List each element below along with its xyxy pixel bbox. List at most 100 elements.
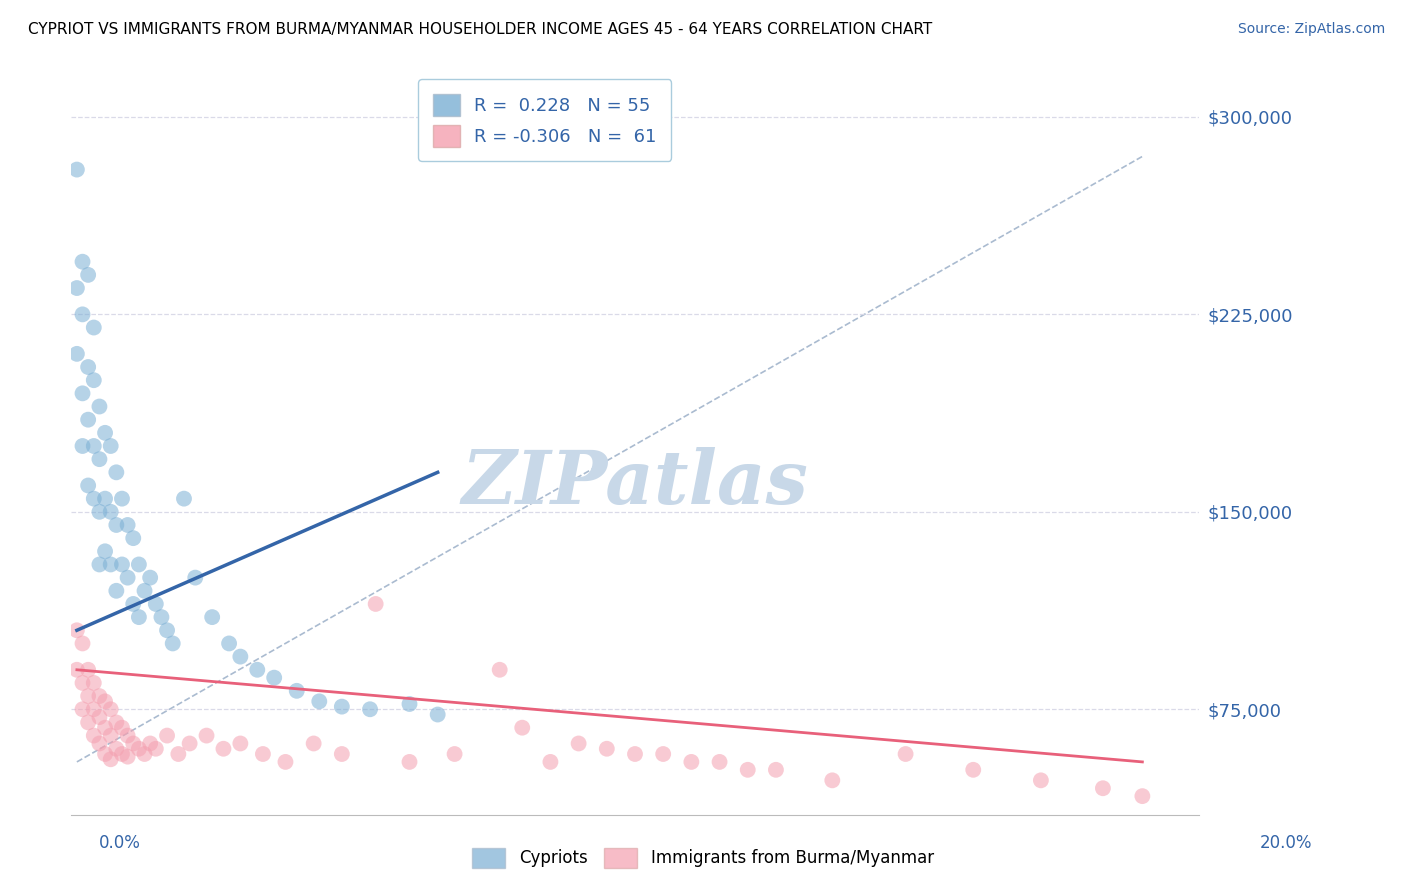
Point xyxy=(596,741,619,756)
Point xyxy=(117,518,139,533)
Point xyxy=(184,571,207,585)
Point xyxy=(302,736,325,750)
Point xyxy=(134,583,156,598)
Point xyxy=(105,466,128,480)
Point xyxy=(66,162,89,177)
Point xyxy=(212,741,235,756)
Point xyxy=(330,699,353,714)
Point xyxy=(173,491,195,506)
Point xyxy=(117,749,139,764)
Point xyxy=(737,763,759,777)
Point xyxy=(77,689,100,703)
Point xyxy=(77,663,100,677)
Point xyxy=(77,412,100,426)
Point xyxy=(510,721,533,735)
Point xyxy=(285,683,308,698)
Point xyxy=(89,505,111,519)
Point xyxy=(218,636,240,650)
Point xyxy=(274,755,297,769)
Point xyxy=(150,610,173,624)
Point xyxy=(89,452,111,467)
Point xyxy=(139,571,162,585)
Point xyxy=(72,676,94,690)
Point xyxy=(1130,789,1153,804)
Point xyxy=(111,721,134,735)
Point xyxy=(66,663,89,677)
Point xyxy=(398,755,420,769)
Point xyxy=(83,320,105,334)
Point xyxy=(122,597,145,611)
Point xyxy=(229,649,252,664)
Legend: Cypriots, Immigrants from Burma/Myanmar: Cypriots, Immigrants from Burma/Myanmar xyxy=(465,841,941,875)
Point xyxy=(72,702,94,716)
Point xyxy=(72,254,94,268)
Point xyxy=(156,729,179,743)
Point xyxy=(1029,773,1052,788)
Point xyxy=(308,694,330,708)
Point xyxy=(83,676,105,690)
Point xyxy=(105,518,128,533)
Point xyxy=(94,491,117,506)
Point xyxy=(72,386,94,401)
Point xyxy=(83,439,105,453)
Legend: R =  0.228   N = 55, R = -0.306   N =  61: R = 0.228 N = 55, R = -0.306 N = 61 xyxy=(419,79,671,161)
Point xyxy=(201,610,224,624)
Text: CYPRIOT VS IMMIGRANTS FROM BURMA/MYANMAR HOUSEHOLDER INCOME AGES 45 - 64 YEARS C: CYPRIOT VS IMMIGRANTS FROM BURMA/MYANMAR… xyxy=(28,22,932,37)
Point xyxy=(167,747,190,761)
Point xyxy=(962,763,984,777)
Point xyxy=(246,663,269,677)
Point xyxy=(139,736,162,750)
Point xyxy=(128,741,150,756)
Point xyxy=(94,694,117,708)
Point xyxy=(105,741,128,756)
Point xyxy=(117,729,139,743)
Point xyxy=(145,741,167,756)
Point xyxy=(443,747,465,761)
Point xyxy=(538,755,561,769)
Point xyxy=(111,747,134,761)
Point xyxy=(66,281,89,295)
Point xyxy=(111,558,134,572)
Point xyxy=(652,747,675,761)
Point xyxy=(229,736,252,750)
Point xyxy=(128,558,150,572)
Point xyxy=(568,736,591,750)
Text: 20.0%: 20.0% xyxy=(1260,834,1313,852)
Point xyxy=(624,747,647,761)
Point xyxy=(128,610,150,624)
Point xyxy=(765,763,787,777)
Point xyxy=(100,439,122,453)
Point xyxy=(426,707,449,722)
Point xyxy=(89,710,111,724)
Point xyxy=(89,400,111,414)
Point xyxy=(100,752,122,766)
Point xyxy=(77,359,100,374)
Text: Source: ZipAtlas.com: Source: ZipAtlas.com xyxy=(1237,22,1385,37)
Point xyxy=(100,729,122,743)
Point xyxy=(145,597,167,611)
Point xyxy=(94,544,117,558)
Point xyxy=(66,624,89,638)
Point xyxy=(83,702,105,716)
Point xyxy=(398,697,420,711)
Point xyxy=(100,702,122,716)
Point xyxy=(100,558,122,572)
Point xyxy=(77,478,100,492)
Point xyxy=(263,671,285,685)
Point xyxy=(77,715,100,730)
Point xyxy=(89,689,111,703)
Point xyxy=(364,597,387,611)
Point xyxy=(111,491,134,506)
Point xyxy=(105,583,128,598)
Point xyxy=(89,558,111,572)
Point xyxy=(72,307,94,321)
Point xyxy=(94,747,117,761)
Text: ZIPatlas: ZIPatlas xyxy=(461,447,808,519)
Point xyxy=(77,268,100,282)
Point xyxy=(100,505,122,519)
Point xyxy=(89,736,111,750)
Point xyxy=(179,736,201,750)
Point xyxy=(117,571,139,585)
Point xyxy=(681,755,703,769)
Point xyxy=(330,747,353,761)
